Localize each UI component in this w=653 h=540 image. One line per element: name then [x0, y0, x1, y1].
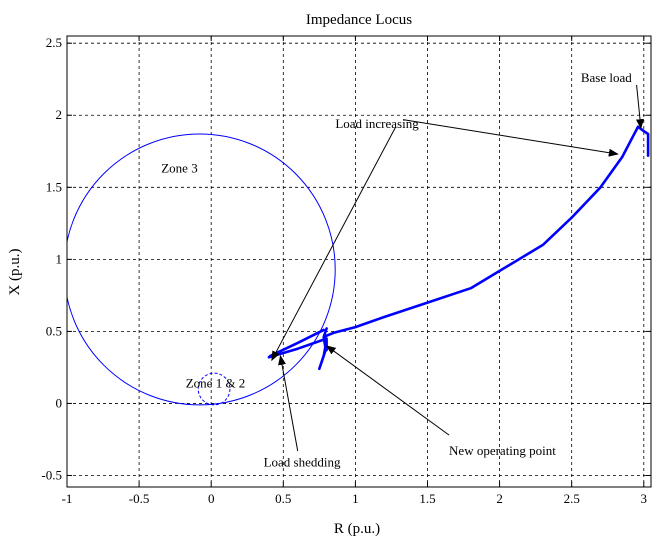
x-tick-label: -0.5	[129, 491, 150, 506]
y-axis-label: X (p.u.)	[7, 248, 23, 295]
annotation-zone-1-2: Zone 1 & 2	[186, 375, 246, 390]
zone-1-2-circle	[197, 372, 231, 406]
annotation-base-load: Base load	[581, 70, 632, 85]
x-tick-label: -1	[62, 491, 73, 506]
y-tick-label: -0.5	[41, 467, 62, 482]
x-tick-label: 1.5	[419, 491, 435, 506]
annotation-load-shedding: Load shedding	[264, 455, 341, 470]
x-tick-label: 1	[352, 491, 359, 506]
x-tick-label: 3	[641, 491, 648, 506]
annotation-zone-3: Zone 3	[161, 161, 197, 176]
y-tick-label: 0.5	[46, 323, 62, 338]
annotation-arrow	[325, 345, 450, 436]
x-tick-label: 0.5	[275, 491, 291, 506]
plot-frame	[66, 35, 652, 488]
annotation-load-increasing: Load increasing	[335, 116, 419, 131]
annotation-arrow	[278, 354, 299, 452]
annotation-arrow	[636, 84, 644, 130]
annotation-new-operating-point: New operating point	[449, 443, 556, 458]
chart-title: Impedance Locus	[306, 12, 412, 28]
zone-3-circle	[67, 133, 336, 406]
impedance-locus-line	[267, 125, 650, 371]
annotation-arrow	[271, 126, 397, 362]
y-tick-label: 0	[56, 395, 63, 410]
x-tick-label: 2.5	[564, 491, 580, 506]
y-tick-label: 2.5	[46, 35, 62, 50]
axis-ticks: -1 -0.5 0 0.5 1 1.5 2 2.5 3-0.500.511.522.5	[41, 35, 651, 506]
x-tick-label: 0	[208, 491, 215, 506]
x-axis-label: R (p.u.)	[334, 521, 380, 537]
plot-area	[67, 125, 650, 406]
y-tick-label: 1.5	[46, 179, 62, 194]
y-tick-label: 1	[56, 251, 63, 266]
annotations: Zone 3 Zone 1 & 2 Base load Load increasing…	[161, 70, 644, 470]
y-tick-label: 2	[56, 107, 63, 122]
x-tick-label: 2	[496, 491, 503, 506]
plot-content	[67, 125, 650, 406]
grid	[66, 36, 651, 487]
annotation-arrow	[402, 119, 619, 157]
